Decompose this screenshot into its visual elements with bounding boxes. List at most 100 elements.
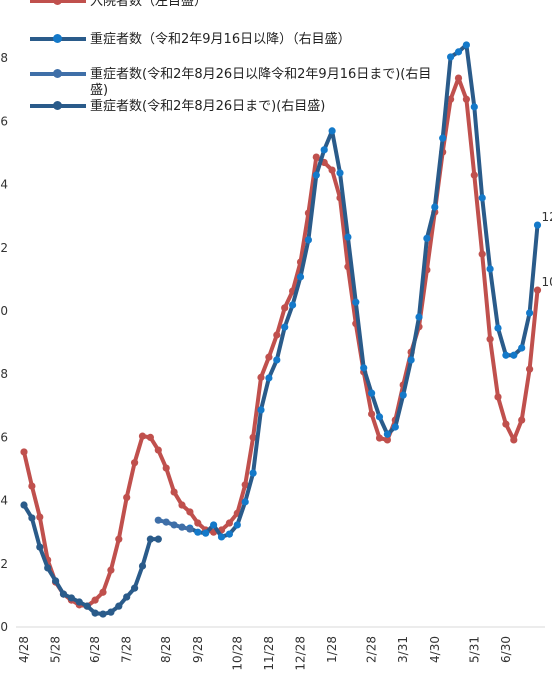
data-point [336,169,344,177]
data-point [194,519,202,527]
data-point [178,501,186,509]
legend-label: 重症者数(令和2年8月26日以降令和2年9月16日まで)(右目盛) [90,67,432,98]
data-point [170,488,178,496]
x-tick-label: 4/28 [17,636,31,663]
data-point [210,521,218,529]
x-tick-label: 6/30 [499,636,513,663]
data-point [281,304,289,312]
data-point [454,74,463,82]
data-point [28,482,36,490]
data-point [162,518,170,526]
data-point [415,313,423,321]
data-point [225,530,233,538]
data-point [107,566,115,574]
x-tick-label: 6/28 [88,636,102,663]
data-point [526,365,534,373]
data-point [281,323,289,331]
data-point [131,459,139,467]
x-tick-label: 1/28 [325,636,339,663]
data-point [194,528,202,536]
y-tick-label: 4 [0,494,8,508]
data-point [20,501,28,509]
data-point [478,250,486,258]
data-point [154,516,162,524]
data-point [344,233,352,241]
data-point [320,146,328,154]
data-point [83,602,91,610]
annotation: 10 [542,275,552,289]
data-point [107,608,115,616]
data-point [225,519,233,527]
x-tick-label: 7/28 [120,636,134,663]
data-point [439,134,447,142]
data-point [375,413,384,421]
data-point [375,434,384,442]
x-tick-label: 4/30 [428,636,442,663]
x-tick-label: 10/28 [230,636,244,671]
y-tick-label: 4 [0,178,8,192]
data-point [510,436,518,444]
data-point [233,521,241,529]
legend-swatch [30,67,86,79]
data-point [59,590,68,598]
data-point [52,577,60,585]
legend-label: 入院者数（左目盛） [90,0,208,9]
data-point [186,508,194,516]
data-point [36,513,44,521]
data-point [368,389,376,397]
data-point [407,356,415,364]
data-point [99,588,107,596]
data-point [20,448,28,456]
data-point [257,406,265,414]
legend-item: 入院者数（左目盛） [30,0,440,10]
legend-label: 重症者数（令和2年9月16日以降）（右目盛） [90,32,351,47]
data-point [36,543,44,551]
data-point [257,373,265,381]
data-point [391,423,399,431]
y-tick-label: 8 [0,367,8,381]
data-point [91,596,99,604]
data-point [217,533,226,541]
data-point [328,127,336,135]
data-point [296,273,305,281]
legend-swatch [30,32,86,44]
data-point [146,535,154,543]
legend-item: 重症者数（令和2年9月16日以降）（右目盛） [30,32,440,48]
data-point [423,234,431,242]
y-tick-label: 0 [0,620,8,634]
data-point [265,374,273,382]
data-point [478,194,486,202]
data-point [123,493,131,502]
data-point [154,535,162,543]
data-point [383,436,391,444]
data-point [99,610,107,618]
data-point [170,521,178,529]
data-point [447,53,455,61]
data-point [470,171,478,179]
data-point [502,351,510,359]
data-point [368,410,376,418]
data-point [138,562,147,570]
data-point [241,498,249,506]
data-point [273,356,281,364]
y-tick-label: 2 [0,557,8,571]
y-tick-label: 2 [0,241,8,255]
data-point [241,481,249,489]
legend-swatch [30,0,86,6]
data-point [360,364,368,372]
data-point [249,433,257,441]
data-point [518,416,526,424]
y-tick-label: 8 [0,51,8,65]
legend-label: 重症者数(令和2年8月26日まで)(右目盛) [90,99,326,114]
legend-item: 重症者数(令和2年8月26日以降令和2年9月16日まで)(右目盛) [30,67,440,99]
data-point [67,594,75,602]
data-point [289,301,297,309]
y-tick-label: 0 [0,304,8,318]
legend-item: 重症者数(令和2年8月26日まで)(右目盛) [30,99,440,115]
x-tick-label: 9/28 [191,636,205,663]
data-point [312,171,320,179]
y-tick-label: 6 [0,430,8,444]
x-tick-label: 8/28 [159,636,173,663]
data-point [273,331,281,339]
